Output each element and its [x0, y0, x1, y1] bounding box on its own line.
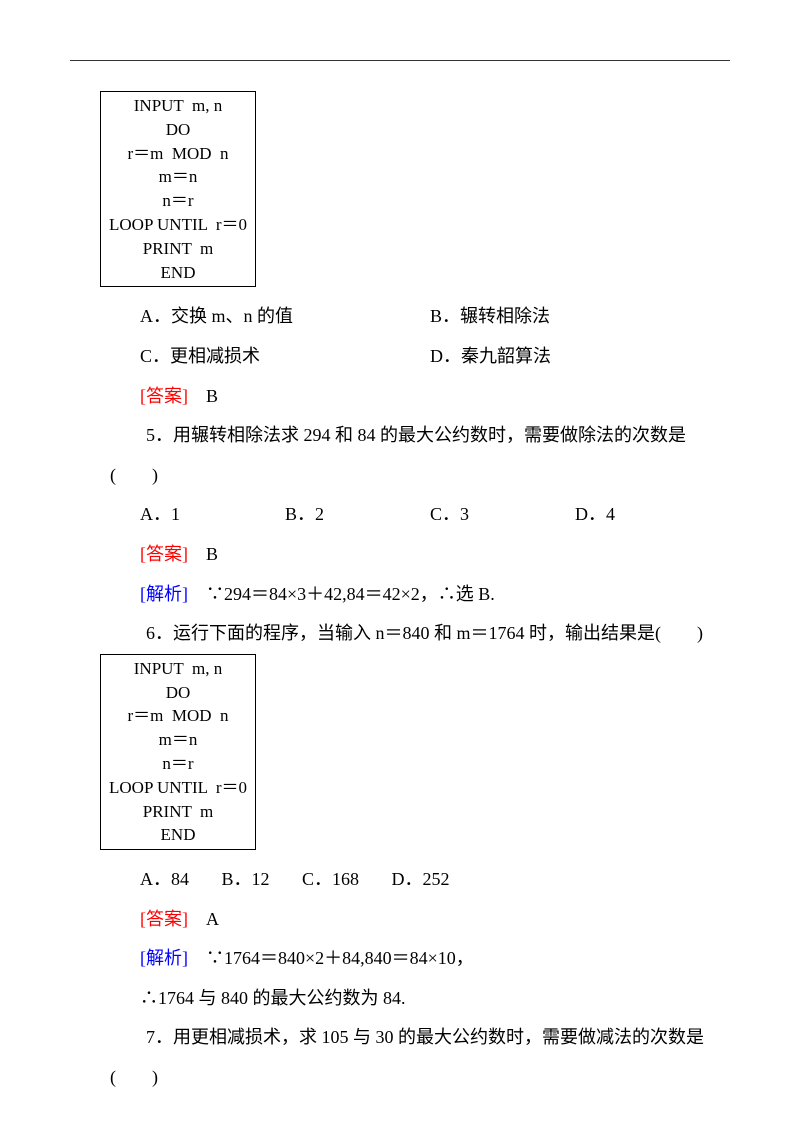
option-text: C．更相减损术: [140, 346, 260, 366]
option-text: B．辗转相除法: [430, 306, 550, 326]
code-line: PRINT m: [109, 800, 247, 824]
option-text: A．交换 m、n 的值: [140, 306, 293, 326]
option-d: D．4: [575, 495, 720, 535]
option-b: B．12: [222, 860, 270, 900]
code-line: PRINT m: [109, 237, 247, 261]
option-d: D．秦九韶算法: [430, 337, 720, 377]
q5-analysis: [解析] ∵294＝84×3＋42,84＝42×2，∴选 B.: [80, 575, 720, 615]
code-line: m＝n: [109, 728, 247, 752]
code-line: LOOP UNTIL r＝0: [109, 213, 247, 237]
code-box-1: INPUT m, n DO r＝m MOD n m＝n n＝r LOOP UNT…: [100, 91, 256, 287]
answer-value: B: [188, 544, 218, 564]
q5-text: 5．用辗转相除法求 294 和 84 的最大公约数时，需要做除法的次数是( ): [80, 416, 720, 495]
analysis-label: [解析]: [140, 948, 188, 968]
top-rule: [70, 60, 730, 61]
option-c: C．3: [430, 495, 575, 535]
answer-value: B: [188, 386, 218, 406]
analysis-text: ∵1764＝840×2＋84,840＝84×10，: [188, 948, 474, 968]
q7-text: 7．用更相减损术，求 105 与 30 的最大公约数时，需要做减法的次数是( ): [80, 1018, 720, 1097]
answer-label: [答案]: [140, 386, 188, 406]
code-line: LOOP UNTIL r＝0: [109, 776, 247, 800]
code-line: INPUT m, n: [109, 657, 247, 681]
q6-analysis-1: [解析] ∵1764＝840×2＋84,840＝84×10，: [80, 939, 720, 979]
option-a: A．84: [140, 860, 189, 900]
answer-label: [答案]: [140, 544, 188, 564]
q6-analysis-2: ∴1764 与 840 的最大公约数为 84.: [80, 979, 720, 1019]
option-b: B．辗转相除法: [430, 297, 720, 337]
analysis-text: ∵294＝84×3＋42,84＝42×2，∴选 B.: [188, 584, 495, 604]
analysis-label: [解析]: [140, 584, 188, 604]
code-line: r＝m MOD n: [109, 704, 247, 728]
option-b: B．2: [285, 495, 430, 535]
code-line: n＝r: [109, 752, 247, 776]
code-box-2: INPUT m, n DO r＝m MOD n m＝n n＝r LOOP UNT…: [100, 654, 256, 850]
q6-answer: [答案] A: [80, 900, 720, 940]
code-line: END: [109, 261, 247, 285]
q4-options: A．交换 m、n 的值 B．辗转相除法 C．更相减损术 D．秦九韶算法: [80, 297, 720, 376]
q6-options: A．84 B．12 C．168 D．252: [80, 860, 720, 900]
code-line: INPUT m, n: [109, 94, 247, 118]
option-text: D．秦九韶算法: [430, 346, 551, 366]
code-line: DO: [109, 118, 247, 142]
option-c: C．更相减损术: [140, 337, 430, 377]
answer-label: [答案]: [140, 909, 188, 929]
code-line: END: [109, 823, 247, 847]
code-line: DO: [109, 681, 247, 705]
option-c: C．168: [302, 860, 359, 900]
code-line: r＝m MOD n: [109, 142, 247, 166]
option-a: A．交换 m、n 的值: [140, 297, 430, 337]
code-line: m＝n: [109, 165, 247, 189]
q5-options: A．1 B．2 C．3 D．4: [80, 495, 720, 535]
q4-answer: [答案] B: [80, 377, 720, 417]
q5-answer: [答案] B: [80, 535, 720, 575]
option-a: A．1: [140, 495, 285, 535]
code-line: n＝r: [109, 189, 247, 213]
q6-text: 6．运行下面的程序，当输入 n＝840 和 m＝1764 时，输出结果是( ): [80, 614, 720, 654]
option-d: D．252: [392, 860, 450, 900]
answer-value: A: [188, 909, 219, 929]
